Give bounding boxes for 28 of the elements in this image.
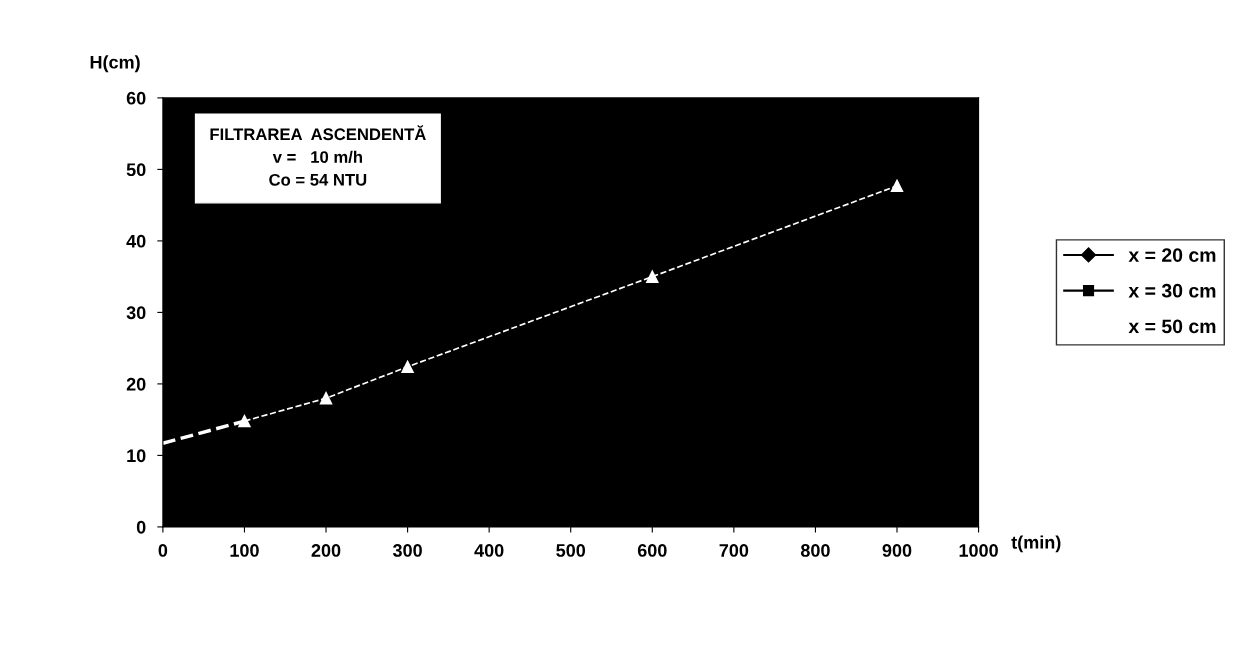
x-tick-label: 600 xyxy=(637,544,667,557)
point xyxy=(646,270,659,283)
y-tick-label: 20 xyxy=(126,377,146,391)
y-axis-title: H(cm) xyxy=(90,55,140,73)
x-tick-label: 0 xyxy=(158,544,168,557)
x-axis-title: t(min) xyxy=(1011,535,1061,553)
y-tick-label: 50 xyxy=(126,163,146,177)
x-tick-label: 700 xyxy=(719,544,749,557)
x-tick-label: 1000 xyxy=(959,544,998,557)
x-tick-label: 800 xyxy=(800,544,830,557)
y-tick-label: 10 xyxy=(127,449,146,463)
y-tick-label: 30 xyxy=(126,306,146,320)
x-tick-label: 500 xyxy=(556,544,586,557)
legend-label: x = 30 cm xyxy=(1128,283,1216,298)
y-tick-label: 40 xyxy=(126,234,146,248)
x-tick-label: 300 xyxy=(392,544,422,557)
point xyxy=(890,179,904,193)
text: x = 50 cm xyxy=(1128,319,1216,334)
y-tick-label: 60 xyxy=(126,91,146,105)
x-tick-label: 900 xyxy=(882,544,912,557)
x-tick-label: 400 xyxy=(474,544,504,557)
annotation: FILTRAREA ASCENDENTĂ v = 10 m/h Co = 54 NTU xyxy=(210,125,426,186)
point xyxy=(401,360,414,373)
legend-label: x = 20 cm xyxy=(1128,248,1216,262)
y-tick-label: 0 xyxy=(136,520,146,534)
x-tick-label: 100 xyxy=(230,544,259,557)
x-tick-label: 200 xyxy=(311,544,341,557)
point xyxy=(319,391,333,405)
